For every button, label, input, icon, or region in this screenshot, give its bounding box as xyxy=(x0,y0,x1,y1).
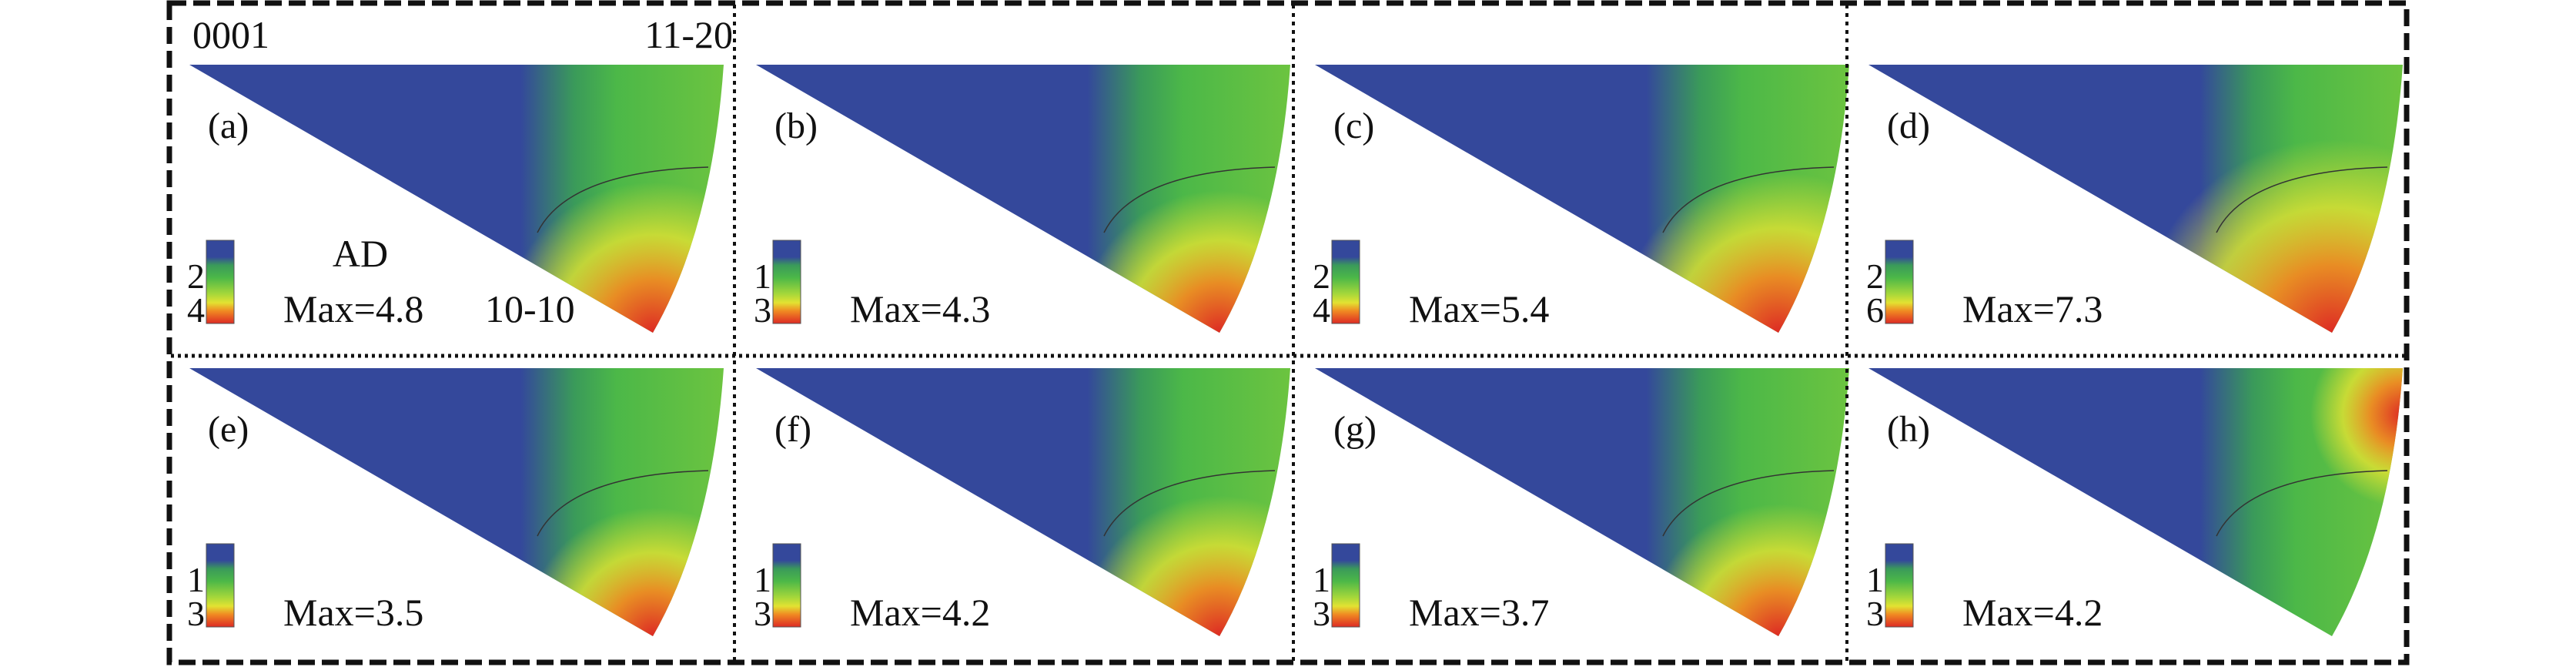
scale-tick-high: 4 xyxy=(187,290,205,330)
contour-line xyxy=(1103,166,1276,233)
scale-tick-low: 2 xyxy=(1313,256,1330,296)
outer-dashed-border xyxy=(166,0,2410,665)
contour-line xyxy=(537,470,709,537)
max-intensity-label: Max=3.7 xyxy=(1409,591,1549,634)
ipf-intensity-hotspot xyxy=(189,65,724,333)
panel-b: (b) 13 Max=4.3 xyxy=(754,65,1290,333)
ipf-intensity-hotspot xyxy=(1315,65,1849,333)
scale-tick-low: 1 xyxy=(1866,560,1884,599)
panel-label: (b) xyxy=(774,106,818,146)
panel-label: (a) xyxy=(208,106,249,146)
scale-tick-high: 3 xyxy=(754,290,771,330)
scale-tick-high: 3 xyxy=(1866,594,1884,633)
scale-tick-low: 1 xyxy=(187,560,205,599)
ipf-intensity-hotspot xyxy=(756,65,1290,333)
contour-line xyxy=(1662,470,1835,537)
panel-h: (h) 13 Max=4.2 xyxy=(1866,368,2403,636)
panel-f: (f) 13 Max=4.2 xyxy=(754,368,1290,636)
scale-tick-low: 2 xyxy=(1866,256,1884,296)
contour-line xyxy=(1662,166,1835,233)
ipf-intensity-hotspot xyxy=(756,368,1290,636)
contour-line xyxy=(1103,470,1276,537)
ipf-intensity-hotspot xyxy=(1868,368,2403,636)
max-intensity-label: Max=4.2 xyxy=(1962,591,2103,634)
ipf-intensity-hotspot xyxy=(1868,65,2403,333)
scale-tick-high: 3 xyxy=(187,594,205,633)
panel-g: (g) 13 Max=3.7 xyxy=(1313,368,1849,636)
color-scale-bar xyxy=(1331,543,1360,628)
contour-line xyxy=(2216,166,2388,233)
contour-line xyxy=(2216,470,2388,537)
color-scale-bar xyxy=(206,543,235,628)
max-intensity-label: Max=4.8 xyxy=(283,287,423,330)
color-scale-bar xyxy=(206,240,235,324)
color-scale-bar xyxy=(772,543,801,628)
pole-label-10-10: 10-10 xyxy=(485,287,575,330)
max-intensity-label: Max=7.3 xyxy=(1962,287,2103,330)
color-scale-bar xyxy=(1885,240,1914,324)
panel-label: (f) xyxy=(774,409,811,450)
panel-label: (h) xyxy=(1887,409,1930,450)
figure-frame xyxy=(166,0,2410,665)
scale-tick-high: 3 xyxy=(754,594,771,633)
scale-tick-low: 1 xyxy=(754,560,771,599)
pole-label-0001: 0001 xyxy=(192,13,269,56)
panel-e: (e) 13 Max=3.5 xyxy=(187,368,724,636)
panel-c: (c) 24 Max=5.4 xyxy=(1313,65,1849,333)
direction-label: AD xyxy=(333,232,388,275)
panel-label: (g) xyxy=(1333,409,1377,450)
panel-d: (d) 26 Max=7.3 xyxy=(1866,65,2403,333)
panel-label: (e) xyxy=(208,409,249,450)
ipf-intensity-hotspot xyxy=(1315,368,1849,636)
contour-line xyxy=(537,166,709,233)
panel-a: (a) 24 Max=4.8 0001 11-20 10-10 AD xyxy=(187,13,733,333)
panel-label: (d) xyxy=(1887,106,1930,146)
scale-tick-high: 3 xyxy=(1313,594,1330,633)
color-scale-bar xyxy=(1331,240,1360,324)
max-intensity-label: Max=5.4 xyxy=(1409,287,1549,330)
scale-tick-high: 4 xyxy=(1313,290,1330,330)
max-intensity-label: Max=4.2 xyxy=(850,591,990,634)
scale-tick-low: 2 xyxy=(187,256,205,296)
ipf-intensity-hotspot xyxy=(189,368,724,636)
pole-label-11-20: 11-20 xyxy=(644,13,733,56)
panel-label: (c) xyxy=(1333,106,1374,146)
scale-tick-low: 1 xyxy=(1313,560,1330,599)
color-scale-bar xyxy=(772,240,801,324)
scale-tick-high: 6 xyxy=(1866,290,1884,330)
color-scale-bar xyxy=(1885,543,1914,628)
scale-tick-low: 1 xyxy=(754,256,771,296)
max-intensity-label: Max=4.3 xyxy=(850,287,990,330)
max-intensity-label: Max=3.5 xyxy=(283,591,423,634)
